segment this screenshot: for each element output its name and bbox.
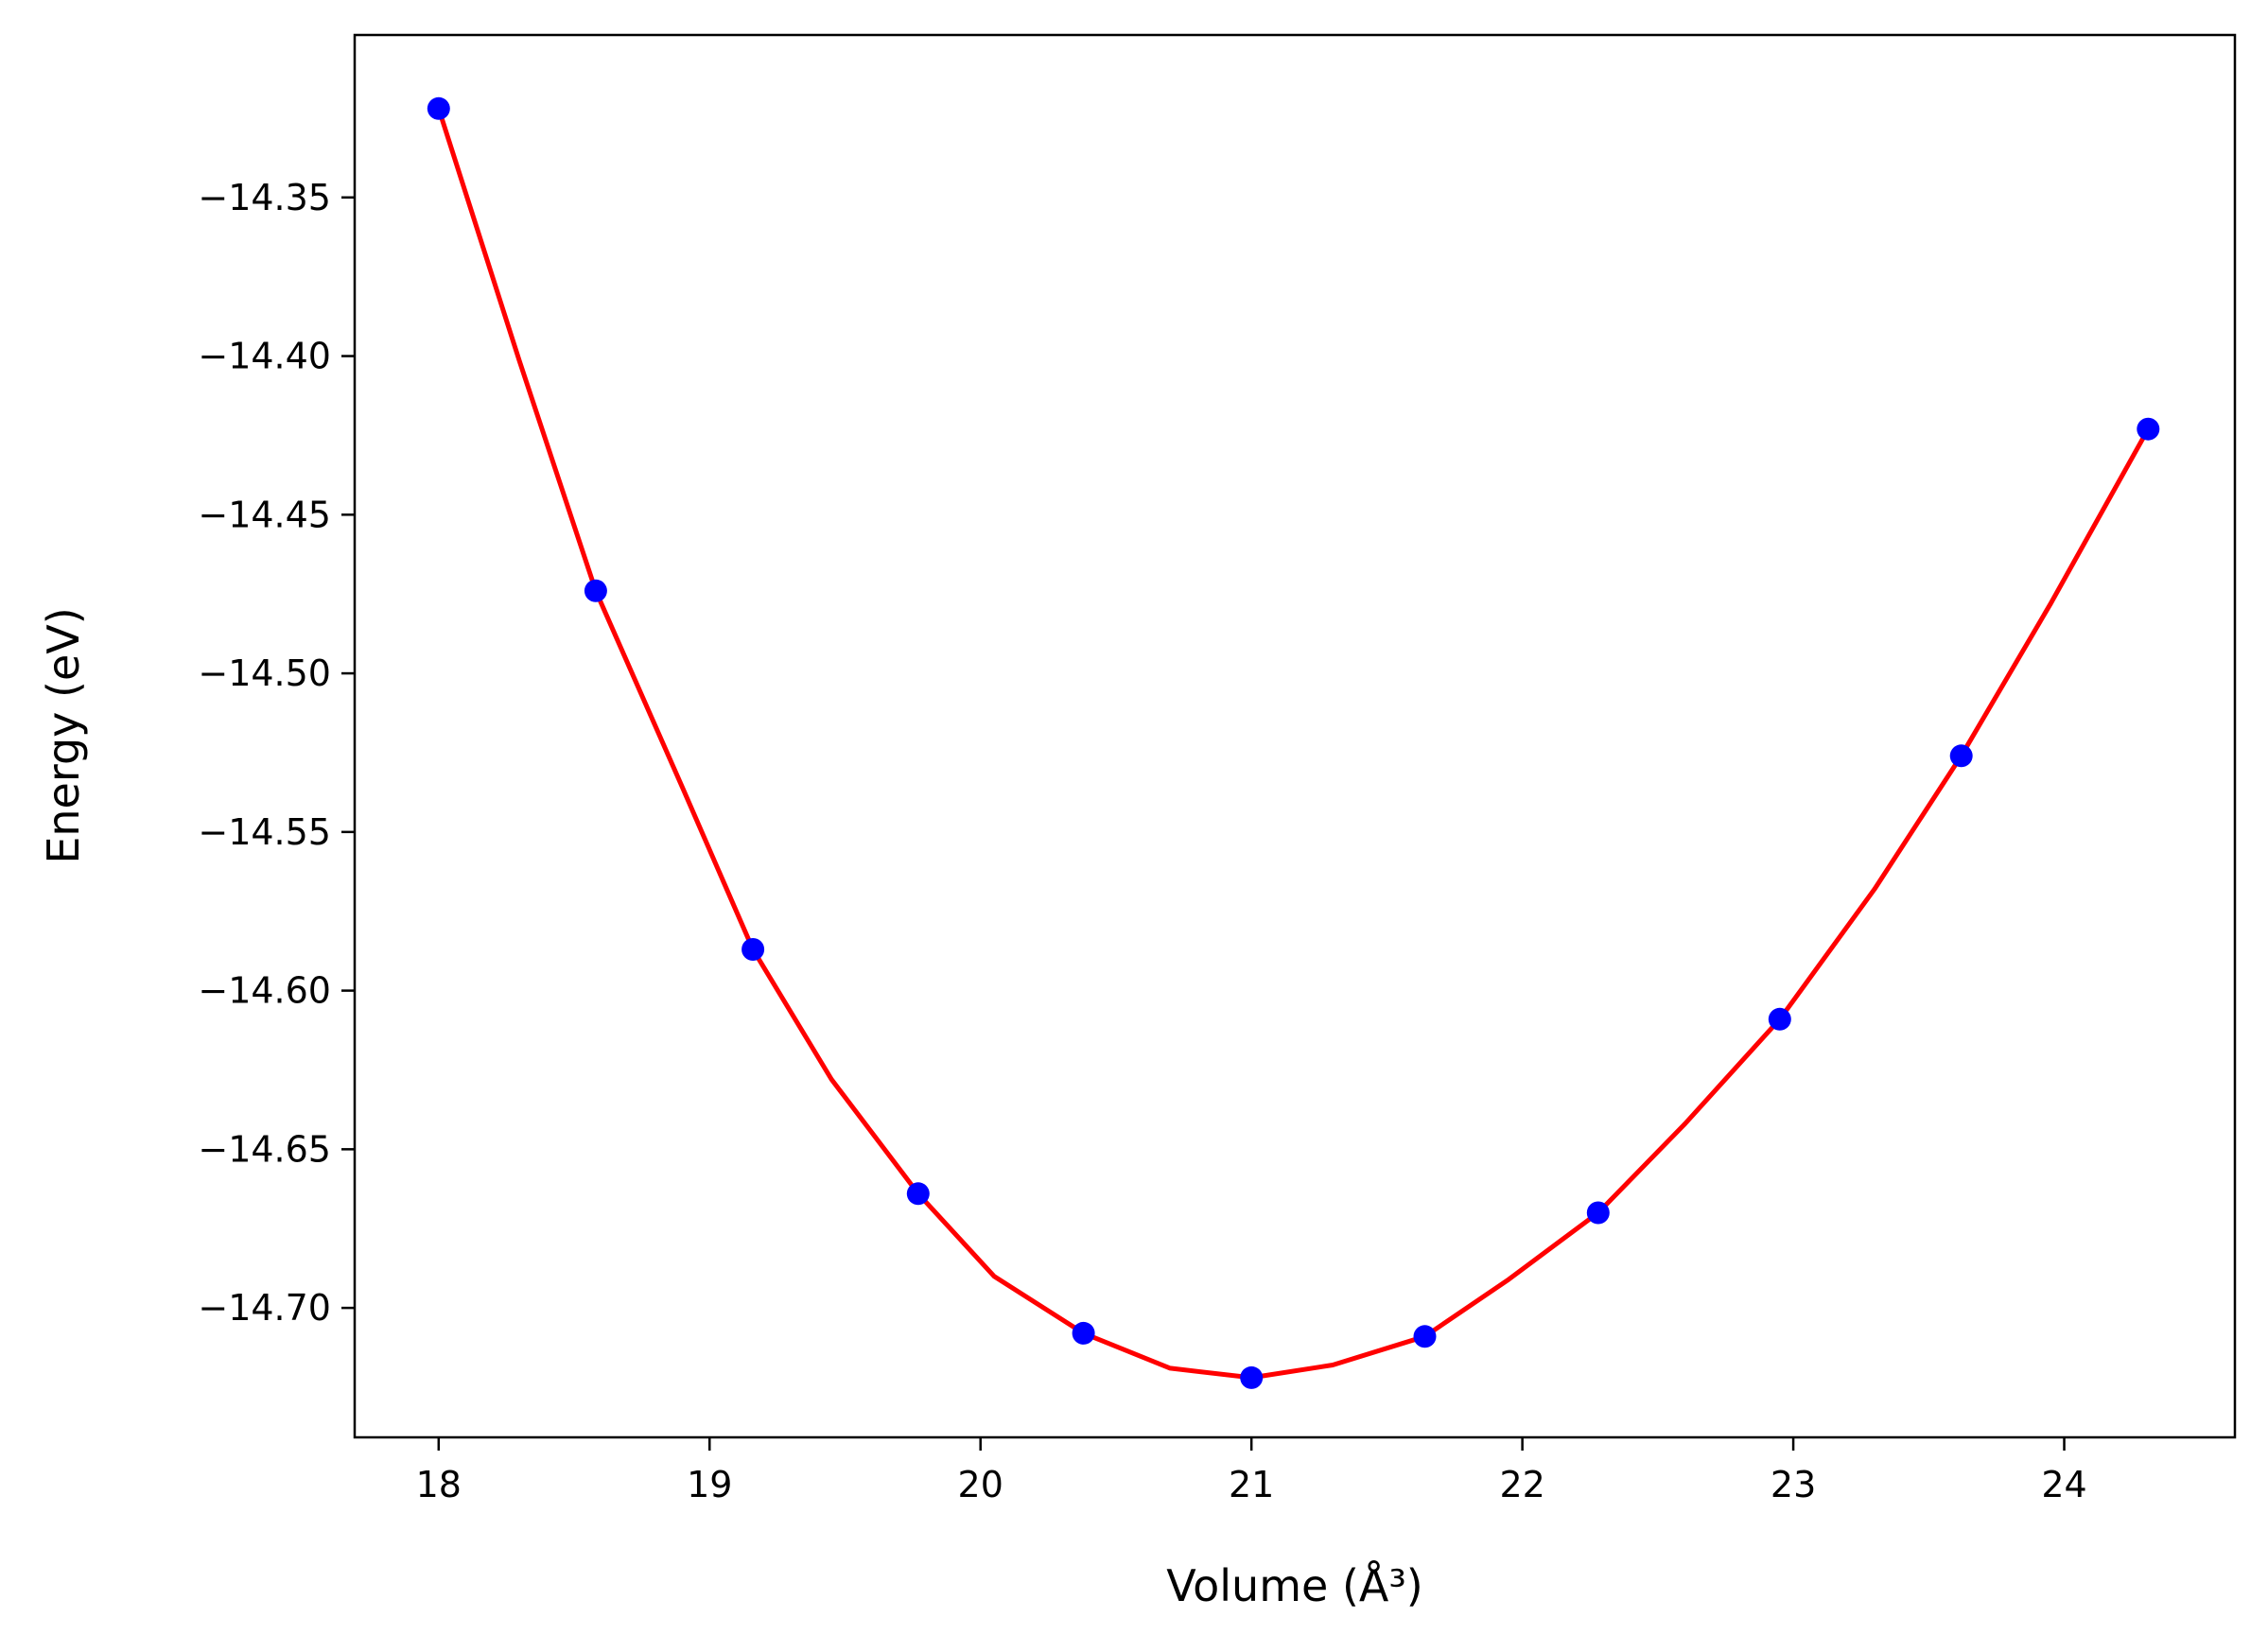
y-tick-label: −14.50 <box>198 652 331 694</box>
x-tick-label: 20 <box>958 1464 1003 1505</box>
data-point <box>741 938 765 961</box>
data-point <box>1949 744 1973 768</box>
data-point <box>1768 1007 1791 1031</box>
y-tick-label: −14.60 <box>198 970 331 1012</box>
data-point <box>1240 1365 1264 1389</box>
x-tick-label: 21 <box>1229 1464 1274 1505</box>
data-point <box>1072 1321 1095 1345</box>
x-tick-label: 24 <box>2041 1464 2086 1505</box>
x-tick-label: 22 <box>1499 1464 1544 1505</box>
y-tick-label: −14.45 <box>198 494 331 535</box>
plot-frame <box>353 33 2237 1439</box>
y-axis-label: Energy (eV) <box>38 607 89 863</box>
data-point <box>584 579 607 602</box>
y-tick-label: −14.35 <box>198 177 331 218</box>
data-point <box>1413 1325 1437 1348</box>
x-axis-label: Volume (Å³) <box>1166 1560 1423 1611</box>
x-tick-label: 18 <box>416 1464 462 1505</box>
x-tick-label: 23 <box>1771 1464 1816 1505</box>
y-tick-label: −14.70 <box>198 1287 331 1329</box>
y-axis: −14.35 −14.40 −14.45 −14.50 −14.55 −14.60 −14.… <box>198 177 355 1329</box>
data-point <box>2137 417 2160 441</box>
plot-area <box>427 96 2160 1389</box>
x-tick-label: 19 <box>687 1464 732 1505</box>
y-tick-label: −14.65 <box>198 1128 331 1170</box>
data-point <box>1586 1201 1610 1225</box>
x-axis: 18 19 20 21 22 23 24 <box>416 1437 2087 1505</box>
data-point <box>906 1182 930 1206</box>
data-point <box>427 96 450 120</box>
y-tick-label: −14.40 <box>198 336 331 377</box>
y-tick-label: −14.55 <box>198 811 331 853</box>
